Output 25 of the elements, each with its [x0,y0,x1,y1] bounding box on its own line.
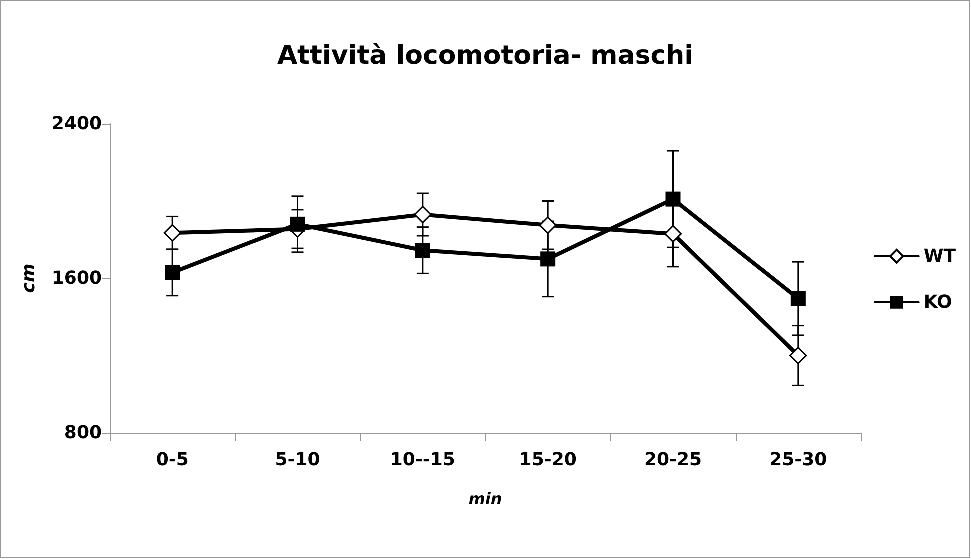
y-tick-label: 800 [64,422,102,444]
y-axis-title: cm [18,264,40,294]
x-tick-label: 15-20 [519,450,577,470]
point [414,206,432,224]
x-tick-label: 25-30 [770,450,828,470]
chart-title: Attività locomotoria- maschi [277,41,694,71]
point [664,225,682,243]
point [539,216,557,234]
point [165,265,180,280]
x-axis-title: min [468,490,502,508]
x-tick-label: 0-5 [156,450,189,470]
point [666,192,681,207]
x-tick-label: 10--15 [390,450,456,470]
point [540,252,556,267]
x-tick-label: 5-10 [275,450,320,470]
point [790,347,808,364]
x-tick-label: 20-25 [644,450,702,470]
point [790,291,806,306]
point [415,242,430,258]
y-tick-label: 1600 [52,268,102,289]
point [290,216,306,232]
point [164,224,182,242]
legend-label: KO [924,292,952,313]
legend-label: WT [924,246,957,267]
y-tick-label: 2400 [52,114,102,134]
